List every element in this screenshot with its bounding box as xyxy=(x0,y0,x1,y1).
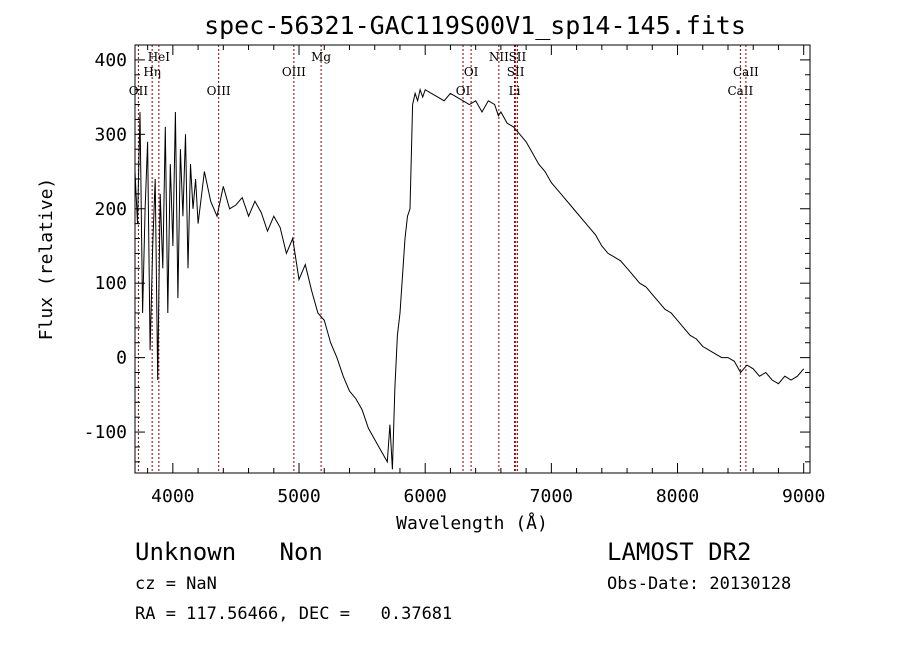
x-tick-label: 7000 xyxy=(530,486,573,507)
x-tick-label: 5000 xyxy=(277,486,320,507)
spectral-line-label: Li xyxy=(509,84,521,98)
plot-frame xyxy=(134,44,811,474)
spectral-line-label: CaII xyxy=(727,84,753,98)
spectral-line-label: Hη xyxy=(143,65,161,79)
y-tick-label: -100 xyxy=(84,422,127,443)
redshift-cz: cz = NaN xyxy=(135,574,217,594)
spectral-line-label: OII xyxy=(129,84,149,98)
y-axis: -100 0 100 200 300 400 xyxy=(84,44,810,463)
spectral-line-label: CaII xyxy=(733,65,759,79)
object-class: Unknown Non xyxy=(135,538,323,566)
y-tick-label: 200 xyxy=(94,199,127,220)
spectral-line-label: OI xyxy=(456,84,471,98)
y-tick-label: 300 xyxy=(94,124,127,145)
spectral-line-label: SII xyxy=(509,50,527,64)
spectral-line-label: Mg xyxy=(311,50,331,64)
y-axis-label: Flux (relative) xyxy=(36,178,57,341)
spectral-line-label: OIII xyxy=(282,65,306,79)
survey-name: LAMOST DR2 xyxy=(607,538,752,566)
x-axis-label: Wavelength (Å) xyxy=(396,512,548,534)
coordinates: RA = 117.56466, DEC = 0.37681 xyxy=(135,604,453,624)
spectral-line-label: OIII xyxy=(207,84,231,98)
x-tick-label: 8000 xyxy=(656,486,699,507)
x-tick-label: 9000 xyxy=(782,486,825,507)
spectral-line-label: SII xyxy=(507,65,525,79)
y-tick-label: 400 xyxy=(94,50,127,71)
x-tick-label: 4000 xyxy=(151,486,194,507)
spectral-line-label: OI xyxy=(464,65,479,79)
spectrum-line xyxy=(134,87,805,470)
y-tick-label: 100 xyxy=(94,273,127,294)
chart-title: spec-56321-GAC119S00V1_sp14-145.fits xyxy=(204,11,746,40)
spectrum-series xyxy=(134,87,805,470)
x-tick-label: 6000 xyxy=(404,486,447,507)
spectral-line-label: HeI xyxy=(148,50,171,64)
observation-date: Obs-Date: 20130128 xyxy=(607,574,792,594)
x-axis: 4000 5000 6000 7000 8000 9000 xyxy=(147,45,825,507)
y-tick-label: 0 xyxy=(116,348,127,369)
spectral-line-label: NII xyxy=(489,50,509,64)
